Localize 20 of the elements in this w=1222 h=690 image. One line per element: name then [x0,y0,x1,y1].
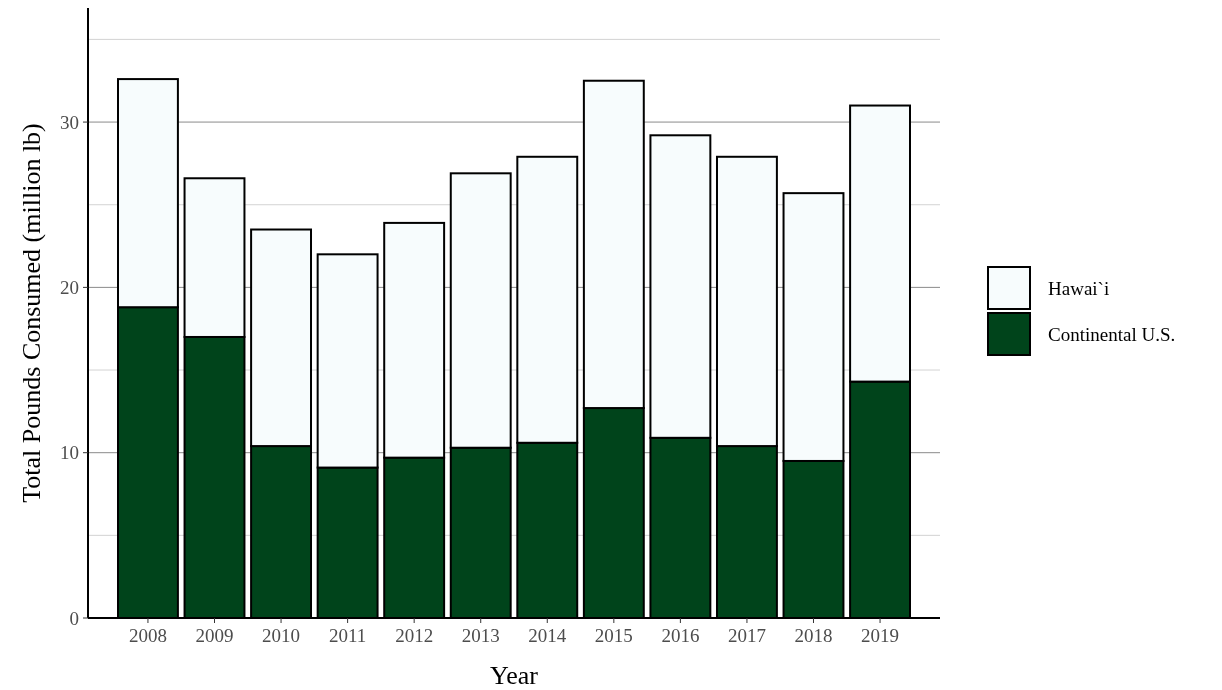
y-tick-label: 10 [60,442,79,464]
x-tick-label: 2018 [794,625,833,646]
y-axis-title: Total Pounds Consumed (million lb) [17,123,46,503]
y-tick-label: 0 [69,607,79,629]
x-tick-label: 2008 [128,625,167,646]
x-tick-label: 2017 [727,625,766,646]
x-tick-label: 2011 [328,625,367,646]
x-tick-label: 2012 [395,625,434,646]
x-axis-title: Year [490,661,539,690]
y-tick-label: 30 [60,111,79,133]
x-tick-label: 2016 [661,625,700,646]
x-tick-label: 2019 [861,625,900,646]
legend-label: Continental U.S. [1048,323,1176,345]
x-tick-label: 2014 [528,625,567,646]
x-tick-label: 2013 [461,625,500,646]
y-tick-label: 20 [60,277,79,299]
x-tick-label: 2015 [594,625,633,646]
x-tick-label: 2010 [262,625,301,646]
x-tick-label: 2009 [195,625,234,646]
legend-label: Hawai`i [1048,277,1110,299]
